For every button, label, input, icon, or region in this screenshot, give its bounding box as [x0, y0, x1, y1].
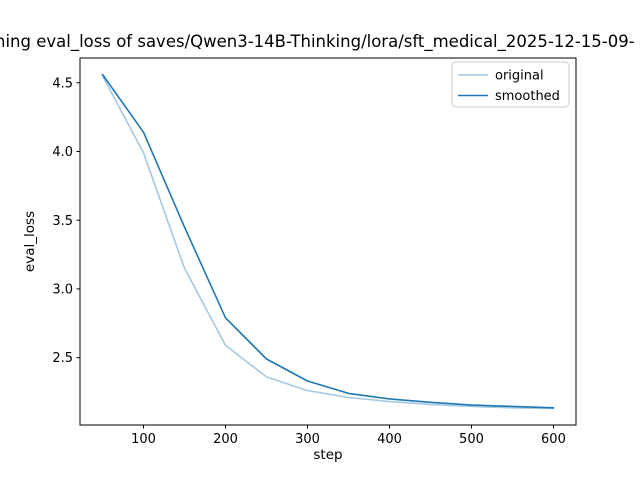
- y-tick-label: 3.0: [52, 283, 73, 298]
- legend-label-smoothed: smoothed: [495, 89, 560, 104]
- legend: original smoothed: [451, 61, 570, 108]
- x-axis-ticks: 100 200 300 400 500 600: [131, 425, 566, 447]
- axes-frame: [79, 57, 577, 426]
- y-tick-label: 4.0: [52, 145, 73, 160]
- y-tick-label: 4.5: [52, 76, 73, 91]
- y-tick-label: 2.5: [52, 351, 73, 366]
- x-tick-label: 600: [541, 432, 566, 447]
- data-lines: [101, 73, 555, 410]
- series-line-smoothed: [101, 73, 555, 409]
- x-tick-label: 100: [131, 432, 156, 447]
- x-tick-label: 500: [459, 432, 484, 447]
- y-axis-ticks: 2.5 3.0 3.5 4.0 4.5: [52, 76, 80, 366]
- series-line-original: [101, 75, 555, 410]
- x-tick-label: 400: [377, 432, 402, 447]
- y-axis-label: eval_loss: [22, 211, 38, 272]
- x-tick-label: 300: [295, 432, 320, 447]
- y-tick-label: 3.5: [52, 214, 73, 229]
- x-axis-label: step: [313, 447, 342, 463]
- chart-title: ning eval_loss of saves/Qwen3-14B-Thinki…: [0, 32, 635, 51]
- legend-label-original: original: [495, 69, 544, 84]
- x-tick-label: 200: [213, 432, 238, 447]
